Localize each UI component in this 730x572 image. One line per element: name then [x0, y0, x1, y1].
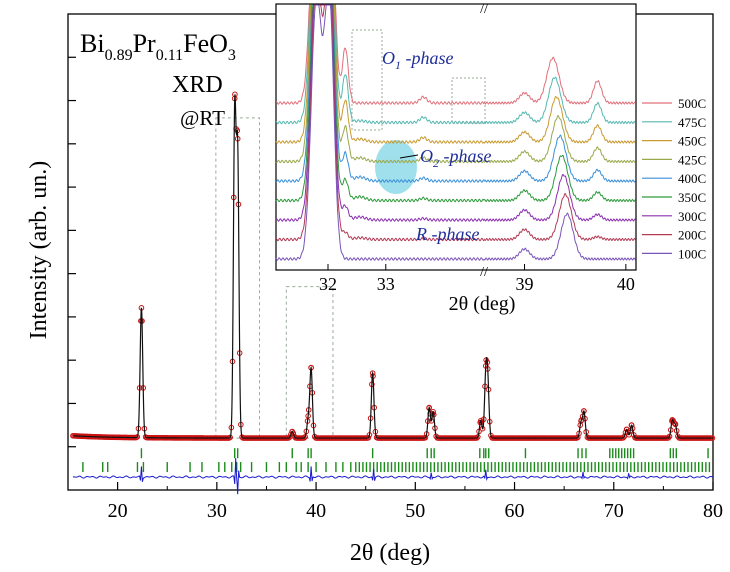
- inset-x-axis-label: 2θ (deg): [449, 293, 516, 315]
- inset-tick-label: 40: [617, 274, 635, 294]
- inset-curve-right-425C: [483, 114, 636, 164]
- main-y-axis-label: Intensity (arb. un.): [26, 161, 52, 340]
- bragg-reflections: [82, 448, 711, 473]
- observed-peak-point: [289, 428, 296, 435]
- axis-break-bottom: //: [480, 265, 488, 280]
- x-tick-label: 60: [505, 500, 525, 522]
- highlight-boxes: [215, 117, 334, 439]
- observed-point: [227, 434, 233, 441]
- inset-tick-label: 33: [377, 274, 395, 294]
- legend-label: 400C: [678, 171, 706, 186]
- o2-highlight-ellipse: [375, 140, 417, 194]
- inset-curve-right-300C: [483, 174, 636, 222]
- observed-peak-point: [623, 426, 630, 433]
- o2-highlight: [375, 140, 417, 194]
- observed-point: [475, 434, 481, 440]
- main-x-ticks: 20 30 40 50 60 70 80: [67, 482, 723, 522]
- o2-arrow: [399, 154, 419, 159]
- inset-x-ticks: 32 33 39 40: [319, 264, 635, 294]
- observed-peak-point: [628, 422, 635, 428]
- o1-phase-label: O1 -phase: [382, 48, 454, 72]
- inset-curve-300C: [275, 4, 485, 222]
- o2-phase-label: O2 -phase: [420, 146, 492, 170]
- legend-label: 300C: [678, 209, 706, 224]
- inset-tick-label: 39: [516, 274, 534, 294]
- main-x-axis-label: 2θ (deg): [350, 540, 430, 566]
- inset-curve-right-450C: [483, 96, 636, 144]
- inset-legend: 500C 475C 450C 425C 400C 350C 300C 200C 100C: [642, 96, 706, 261]
- difference-curve: [72, 457, 714, 495]
- inset-series: [275, 4, 636, 261]
- inset-curve-350C: [275, 4, 485, 203]
- main-series: [70, 91, 716, 441]
- r-phase-label: R -phase: [415, 224, 479, 244]
- x-tick-label: 20: [108, 500, 128, 522]
- inset-curve-200C: [275, 4, 485, 242]
- x-tick-label: 30: [207, 500, 227, 522]
- difference-line: [72, 457, 714, 495]
- inset-box-o1: [351, 29, 383, 131]
- x-tick-label: 80: [703, 500, 723, 522]
- inset-curve-400C: [275, 4, 485, 183]
- axis-break-top: //: [480, 2, 488, 17]
- inset-highlight-boxes: [351, 29, 486, 131]
- inset-curve-100C: [275, 4, 485, 261]
- observed-point: [302, 434, 308, 440]
- inset-curve-right-475C: [483, 76, 636, 125]
- calculated-curve: [72, 94, 713, 439]
- legend-label: 350C: [678, 190, 706, 205]
- x-tick-label: 50: [405, 500, 425, 522]
- highlight-box: [285, 286, 334, 439]
- inset-curve-425C: [275, 4, 485, 164]
- observed-peak-point: [672, 421, 679, 427]
- legend-label: 425C: [678, 152, 706, 167]
- inset-curve-right-400C: [483, 134, 636, 183]
- inset-panel: 32 33 39 40 500C 475C 450C 425C 400C 350C 300C 200…: [275, 2, 706, 315]
- x-tick-label: 40: [306, 500, 326, 522]
- highlight-box: [215, 117, 261, 439]
- x-tick-label: 70: [604, 500, 624, 522]
- legend-label: 500C: [678, 96, 706, 111]
- legend-label: 450C: [678, 134, 706, 149]
- xrd-label: XRD: [172, 72, 223, 98]
- main-y-ticks: [68, 56, 76, 448]
- inset-tick-label: 32: [319, 274, 337, 294]
- legend-label: 100C: [678, 246, 706, 261]
- inset-curve-right-200C: [483, 192, 636, 242]
- inset-curve-450C: [275, 4, 485, 144]
- observed-point: [134, 434, 141, 440]
- inset-box-o1-right: [451, 77, 486, 124]
- legend-label: 475C: [678, 115, 706, 130]
- rt-label: @RT: [180, 106, 225, 130]
- inset-curve-right-350C: [483, 154, 636, 203]
- inset-curve-right-100C: [483, 212, 636, 261]
- legend-label: 200C: [678, 228, 706, 243]
- compound-formula: Bi0.89Pr0.11FeO3: [80, 29, 236, 64]
- inset-curve-right-500C: [483, 56, 636, 105]
